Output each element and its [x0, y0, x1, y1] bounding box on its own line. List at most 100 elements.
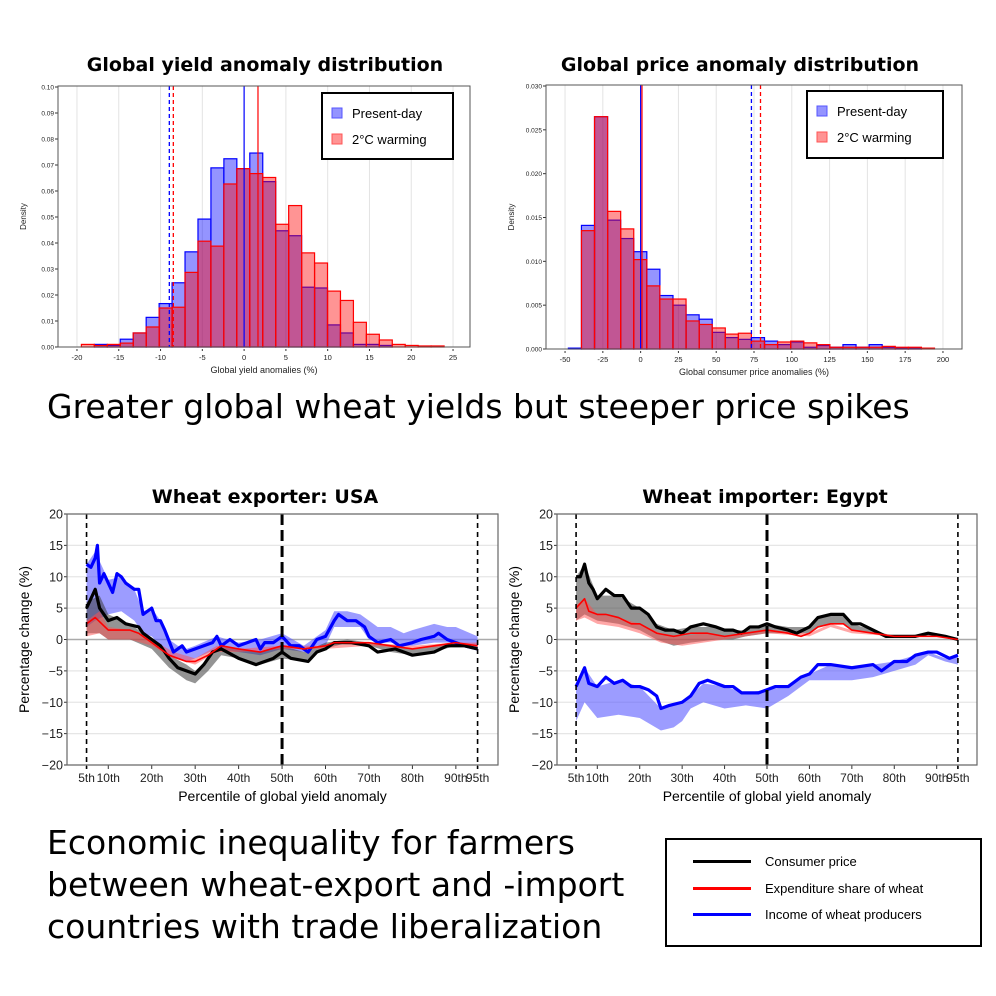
bar-warming [275, 223, 290, 348]
x-tick-label: 20th [140, 771, 163, 785]
legend-swatch [693, 913, 751, 916]
legend-item-consumer: Consumer price [693, 854, 857, 869]
x-tick-label: 90th [444, 771, 467, 785]
legend-label: Present-day [352, 106, 423, 121]
x-tick-label: 50th [270, 771, 293, 785]
bar-warming [119, 342, 134, 348]
bar-warming [816, 344, 831, 350]
headline-bottom-line: countries with trade liberalization [47, 907, 603, 946]
bar-warming [301, 252, 316, 348]
bar-warming [737, 332, 753, 350]
series-line [576, 562, 959, 642]
y-tick-label: −10 [532, 696, 553, 710]
x-tick-label: 10 [324, 353, 332, 362]
y-tick-label: 0.06 [41, 189, 54, 196]
x-tick-label: 95th [466, 771, 489, 785]
y-axis-title: Density [507, 204, 516, 231]
x-tick-label: 150 [861, 355, 874, 364]
x-tick-label: 10th [586, 771, 609, 785]
headline-bottom: Economic inequality for farmers between … [47, 822, 624, 948]
x-tick-label: -10 [155, 353, 166, 362]
legend-label: Income of wheat producers [765, 907, 922, 922]
series-line [85, 543, 478, 654]
y-tick-label: 10 [49, 570, 63, 584]
bar-warming [698, 323, 713, 350]
y-tick-label: 0.010 [526, 259, 543, 266]
legend-box [806, 90, 944, 159]
bar-warming [223, 183, 238, 348]
y-tick-label: 0.01 [41, 319, 54, 326]
x-tick-label: -5 [199, 353, 206, 362]
bar-warming [184, 271, 199, 348]
x-tick-label: -25 [597, 355, 608, 364]
legend-label: Expenditure share of wheat [765, 881, 924, 896]
y-tick-label: 0.005 [526, 303, 543, 310]
y-tick-label: 0.03 [41, 267, 54, 274]
bar-warming [711, 327, 726, 350]
bar-warming [593, 116, 609, 350]
egypt-chart-title: Wheat importer: Egypt [642, 486, 888, 508]
bar-warming [580, 230, 596, 350]
bar-warming [210, 245, 225, 348]
x-tick-label: 80th [401, 771, 424, 785]
bar-warming [352, 321, 367, 348]
x-tick-label: 15 [365, 353, 373, 362]
x-tick-label: 20 [407, 353, 415, 362]
bar-warming [171, 306, 186, 348]
y-tick-label: 0.020 [526, 171, 543, 178]
y-tick-label: 0.04 [41, 241, 54, 248]
x-tick-label: 0 [242, 353, 246, 362]
histogram-1: -50 -25 0 25 50 75 100 125 150 175 200 0.000 0.005 0.… [507, 84, 963, 377]
y-tick-label: 0.07 [41, 163, 54, 170]
yield-hist-title: Global yield anomaly distribution [86, 54, 444, 76]
x-tick-label: 75 [750, 355, 758, 364]
plot-frame [66, 513, 499, 766]
x-tick-label: 80th [883, 771, 906, 785]
plot-frame [556, 513, 978, 766]
x-tick-label: 90th [925, 771, 948, 785]
plot-frame [545, 84, 963, 350]
legend-swatch [816, 131, 828, 143]
bar-warming [378, 339, 393, 348]
x-axis-title: Percentile of global yield anomaly [178, 788, 387, 804]
x-tick-label: 0 [639, 355, 643, 364]
x-tick-label: -20 [72, 353, 83, 362]
bar-warming [365, 333, 380, 348]
legend-item-income: Income of wheat producers [693, 907, 922, 922]
y-tick-label: 0.030 [526, 84, 543, 91]
x-tick-label: 50 [712, 355, 720, 364]
y-tick-label: 5 [546, 602, 553, 616]
legend-label: Present-day [837, 104, 908, 119]
legend-label: 2°C warming [352, 132, 427, 147]
x-tick-label: 50th [755, 771, 778, 785]
x-tick-label: 100 [786, 355, 799, 364]
bar-warming [326, 290, 342, 348]
bar-warming [620, 228, 635, 350]
x-tick-label: 5 [284, 353, 288, 362]
y-tick-label: −15 [42, 727, 63, 741]
y-tick-label: 0.02 [41, 293, 54, 300]
bar-warming [132, 332, 147, 348]
bar-warming [313, 262, 329, 348]
bar-warming [672, 298, 687, 350]
x-tick-label: 40th [713, 771, 736, 785]
y-axis-title: Percentage change (%) [506, 566, 522, 713]
headline-bottom-line: between wheat-export and -import [47, 865, 625, 904]
x-tick-label: 5th [78, 771, 95, 785]
series-line [85, 587, 478, 676]
x-tick-label: 30th [670, 771, 693, 785]
x-tick-label: 70th [840, 771, 863, 785]
bar-warming [145, 326, 160, 348]
x-axis-title: Global consumer price anomalies (%) [679, 367, 829, 377]
x-tick-label: 70th [357, 771, 380, 785]
histogram-0: -20 -15 -10 -5 0 5 10 15 20 25 0.00 0.01 0.02 0.03 0.0… [19, 85, 471, 375]
bar-warming [790, 340, 805, 350]
x-tick-label: 25 [449, 353, 457, 362]
y-axis-title: Percentage change (%) [16, 566, 32, 713]
legend-swatch [693, 860, 751, 863]
bar-warming [249, 172, 264, 348]
x-tick-label: 40th [227, 771, 250, 785]
y-tick-label: 0 [56, 633, 63, 647]
bar-warming [158, 307, 173, 348]
y-tick-label: 10 [539, 570, 553, 584]
